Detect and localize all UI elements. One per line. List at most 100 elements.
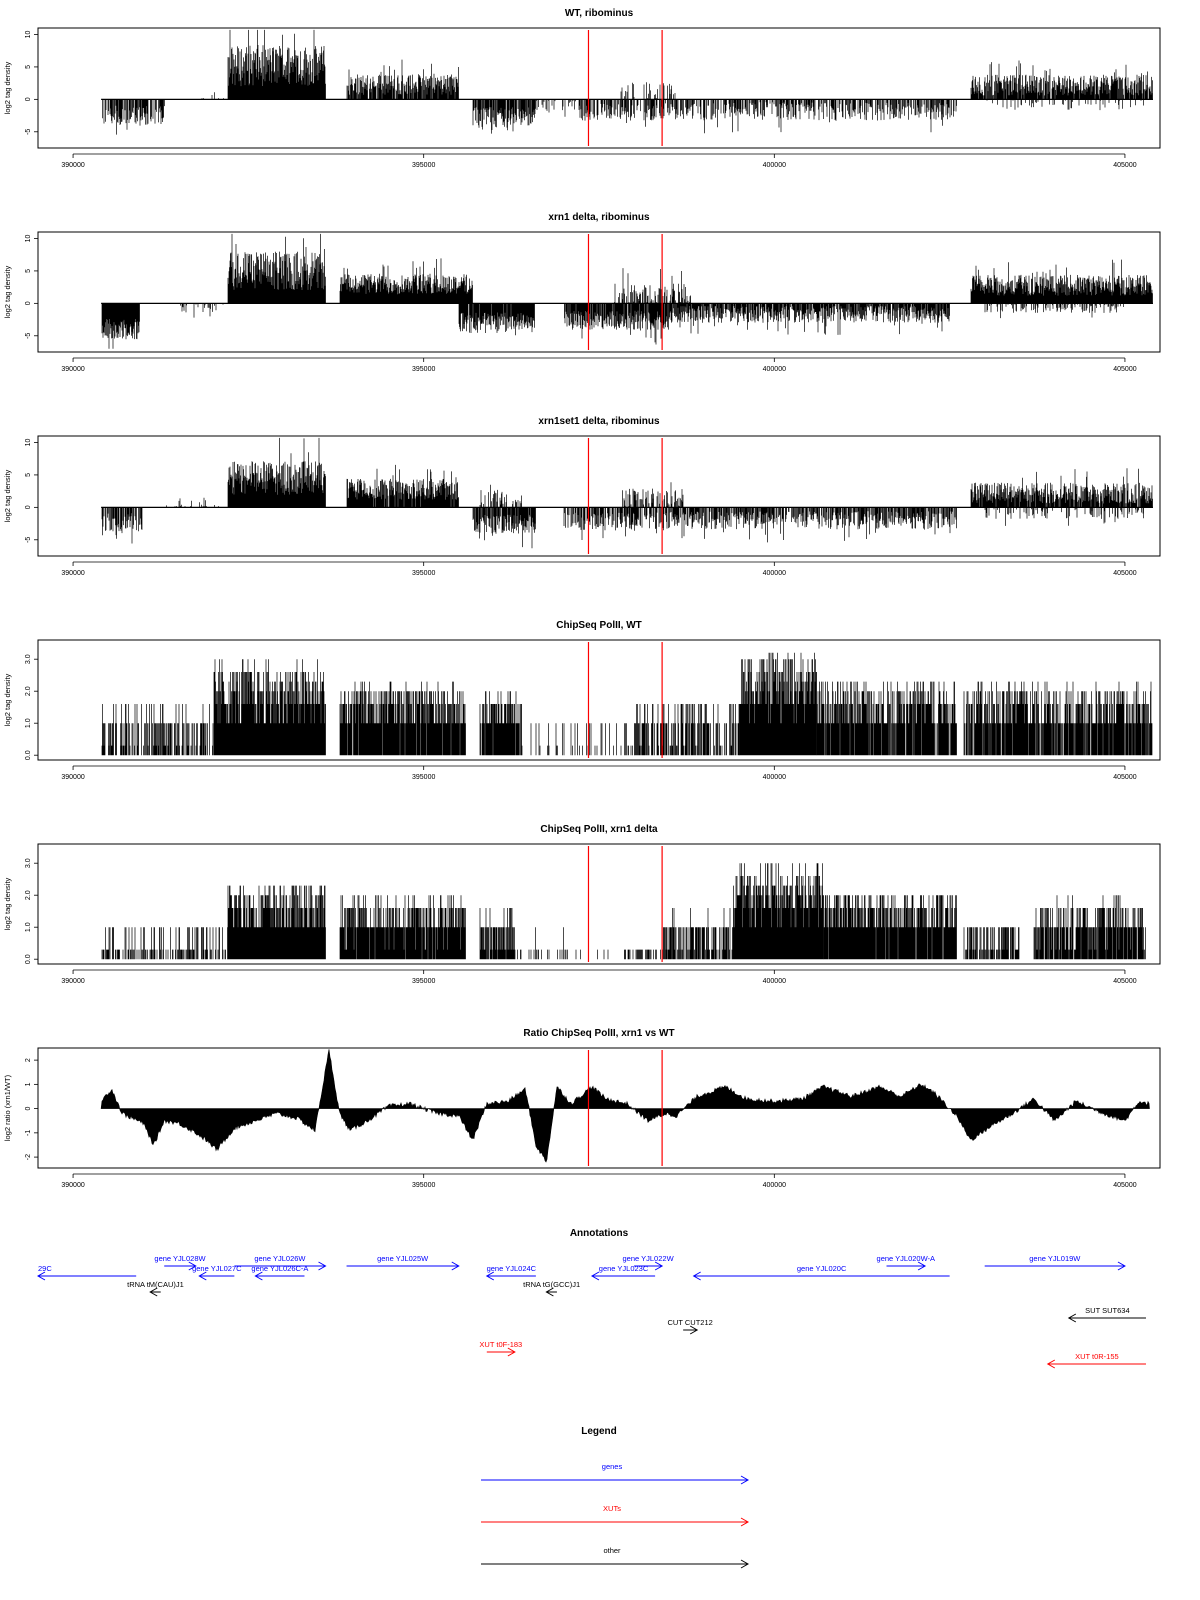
density-bars <box>101 507 143 544</box>
x-tick-label: 405000 <box>1113 162 1136 169</box>
feature-arrowhead <box>451 1261 460 1271</box>
y-tick-label: -5 <box>25 537 32 543</box>
legend-label: XUTs <box>603 1504 621 1513</box>
x-tick-label: 395000 <box>412 978 435 985</box>
y-tick-label: 5 <box>25 269 32 273</box>
density-bars <box>622 482 684 508</box>
plot-frame <box>37 843 1161 965</box>
y-tick-label: 0.0 <box>25 750 32 760</box>
feature-genes: gene YJL023C <box>590 1264 656 1281</box>
x-tick-label: 395000 <box>412 162 435 169</box>
feature-arrowhead <box>198 1271 207 1281</box>
feature-arrowhead <box>485 1271 495 1281</box>
x-tick-label: 390000 <box>61 366 84 373</box>
density-bars <box>614 268 691 304</box>
density-bars <box>227 233 326 304</box>
density-bars <box>986 99 1144 111</box>
feature-arrowhead <box>1067 1313 1077 1323</box>
density-bars <box>823 895 957 960</box>
plot-frame <box>37 27 1161 149</box>
density-bars <box>963 681 1153 756</box>
density-bars <box>339 258 473 304</box>
feature-genes: gene YJL022W <box>623 1254 675 1271</box>
density-bars <box>339 681 466 756</box>
legend-item-other: other <box>481 1546 750 1569</box>
data-marks <box>100 1049 1150 1166</box>
density-bars <box>662 99 957 134</box>
legend-arrowhead <box>740 1517 750 1527</box>
data-marks <box>101 437 1153 554</box>
chart-panel-1: WT, ribominus -5 0 5 10 log2 tag density 39000… <box>3 8 1161 169</box>
density-bars <box>102 99 165 135</box>
density-bars <box>963 927 1020 960</box>
density-bars <box>970 259 1153 304</box>
chart-panel-5: ChipSeq PolII, xrn1 delta 0.0 1.0 2.0 3.0 log… <box>3 824 1161 985</box>
x-tick-label: 405000 <box>1113 774 1136 781</box>
feature-genes: gene YJL028W <box>154 1254 206 1271</box>
density-bars <box>227 29 326 100</box>
y-tick-label: 0 <box>25 97 32 101</box>
density-bars <box>732 863 824 960</box>
data-marks <box>101 642 1153 758</box>
density-bars <box>166 497 219 508</box>
density-bars <box>101 303 140 349</box>
density-bars <box>624 949 663 960</box>
y-tick-label: 3.0 <box>25 654 32 664</box>
feature-arrowhead <box>318 1261 327 1271</box>
y-tick-label: 5 <box>25 65 32 69</box>
y-axis-label: log2 tag density <box>3 61 12 114</box>
feature-arrowhead <box>689 1325 699 1335</box>
density-bars <box>620 82 676 100</box>
legend-title: Legend <box>581 1426 617 1437</box>
chart-panel-3: xrn1set1 delta, ribominus -5 0 5 10 log2 tag … <box>3 416 1161 577</box>
data-marks <box>101 846 1146 962</box>
density-bars <box>739 652 817 756</box>
x-tick-label: 390000 <box>61 570 84 577</box>
feature-label: gene YJL026W <box>254 1254 306 1263</box>
density-bars <box>346 59 459 100</box>
feature-label: XUT t0F-183 <box>479 1340 522 1349</box>
density-bars <box>578 99 663 127</box>
y-tick-label: 0 <box>25 301 32 305</box>
feature-arrowhead <box>1046 1359 1056 1369</box>
density-bars <box>984 303 1124 319</box>
x-tick-label: 395000 <box>412 774 435 781</box>
density-bars <box>970 60 1153 100</box>
plot-frame <box>37 639 1161 761</box>
legend-panel: Legend genes XUTs other <box>481 1426 750 1569</box>
chart-title: ChipSeq PolII, xrn1 delta <box>540 824 658 835</box>
x-tick-label: 395000 <box>412 570 435 577</box>
feature-label: gene YJL020W-A <box>877 1254 936 1263</box>
density-bars <box>521 723 635 756</box>
x-tick-label: 390000 <box>61 774 84 781</box>
density-bars <box>563 507 670 540</box>
x-tick-label: 400000 <box>763 366 786 373</box>
feature-XUTs: XUT t0F-183 <box>479 1340 522 1357</box>
legend-arrowhead <box>740 1559 750 1569</box>
x-tick-label: 405000 <box>1113 570 1136 577</box>
x-tick-label: 400000 <box>763 978 786 985</box>
density-bars <box>180 303 224 318</box>
density-bars <box>458 303 535 336</box>
x-tick-label: 400000 <box>763 1182 786 1189</box>
feature-genes: gene YJL026W <box>234 1254 327 1271</box>
density-bars <box>346 464 459 508</box>
y-axis-label: log2 tag density <box>3 673 12 726</box>
feature-label: XUT t0R-155 <box>1075 1352 1119 1361</box>
x-tick-label: 390000 <box>61 978 84 985</box>
density-bars <box>201 92 224 100</box>
feature-other: tRNA tG(GCC)J1 <box>523 1280 580 1297</box>
feature-label: gene YJL027C <box>192 1264 242 1273</box>
x-tick-label: 390000 <box>61 1182 84 1189</box>
density-bars <box>663 908 733 960</box>
feature-label: gene YJL020C <box>797 1264 847 1273</box>
density-bars <box>479 484 522 508</box>
ratio-area <box>100 1049 1150 1163</box>
chart-panel-6: Ratio ChipSeq PolII, xrn1 vs WT -2 -1 0 1 2 lo… <box>3 1028 1161 1189</box>
density-bars <box>669 507 957 543</box>
y-tick-label: 10 <box>25 438 32 446</box>
feature-genes: gene YJL020W-A <box>877 1254 936 1271</box>
feature-XUTs: XUT t0R-155 <box>1046 1352 1146 1369</box>
legend-item-XUTs: XUTs <box>481 1504 750 1527</box>
feature-arrowhead <box>36 1271 46 1281</box>
